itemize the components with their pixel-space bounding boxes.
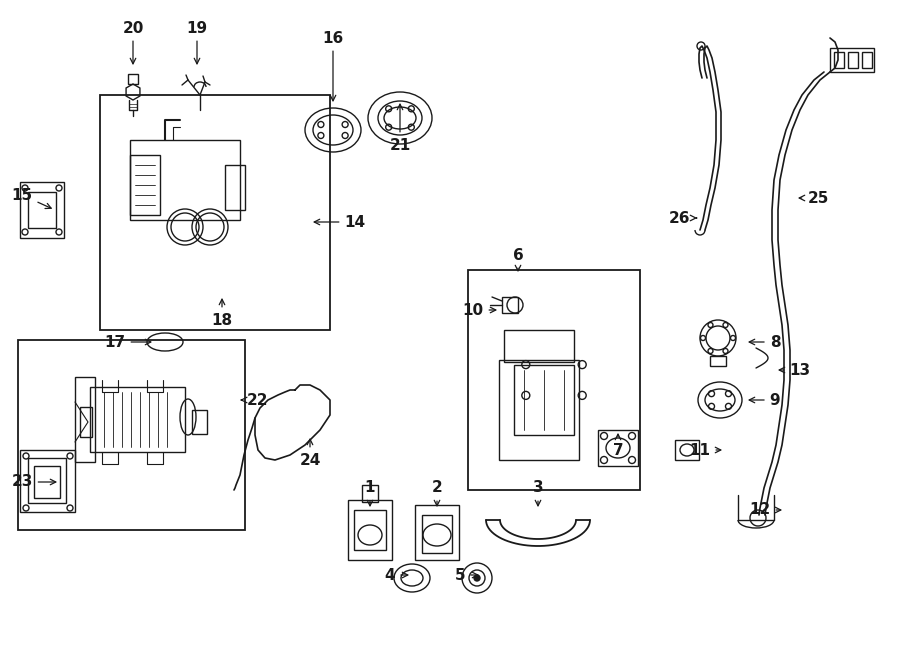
Bar — [710, 356, 726, 366]
Bar — [20, 182, 64, 238]
Bar — [675, 440, 699, 460]
Text: 24: 24 — [300, 439, 320, 467]
Bar — [415, 505, 459, 560]
Text: 12: 12 — [750, 502, 781, 518]
Text: 17: 17 — [104, 334, 151, 350]
Text: 16: 16 — [322, 30, 344, 101]
Text: 6: 6 — [513, 248, 524, 271]
Text: 8: 8 — [749, 334, 780, 350]
Text: 1: 1 — [364, 481, 375, 506]
Bar — [225, 165, 245, 210]
Bar — [422, 515, 452, 553]
Text: 13: 13 — [779, 363, 811, 377]
Bar — [20, 450, 75, 512]
Bar — [28, 192, 56, 228]
Text: 23: 23 — [12, 475, 56, 489]
Text: 15: 15 — [12, 187, 51, 209]
Circle shape — [474, 575, 480, 581]
Bar — [504, 330, 574, 362]
Bar — [848, 52, 858, 68]
Bar — [830, 48, 874, 72]
Text: 26: 26 — [670, 211, 697, 226]
Bar — [75, 377, 95, 462]
Bar — [598, 430, 638, 466]
Text: 21: 21 — [390, 104, 410, 152]
Bar — [514, 365, 574, 435]
Bar — [128, 74, 138, 84]
Text: 5: 5 — [454, 567, 478, 583]
Bar — [192, 410, 207, 434]
Bar — [502, 297, 518, 313]
Text: 22: 22 — [241, 393, 269, 408]
Bar — [362, 485, 378, 502]
Text: 2: 2 — [432, 481, 443, 506]
Bar — [34, 466, 60, 498]
Text: 10: 10 — [463, 303, 496, 318]
Text: 18: 18 — [212, 299, 232, 328]
Bar — [862, 52, 872, 68]
Text: 19: 19 — [186, 21, 208, 64]
Bar — [348, 500, 392, 560]
Text: 20: 20 — [122, 21, 144, 64]
Bar — [18, 340, 245, 530]
Text: 25: 25 — [799, 191, 829, 205]
Bar — [834, 52, 844, 68]
Bar — [90, 387, 185, 452]
Bar — [354, 510, 386, 550]
Bar — [28, 458, 66, 503]
Bar — [468, 270, 640, 490]
Bar — [499, 360, 579, 460]
Bar — [100, 95, 330, 330]
Text: 9: 9 — [749, 393, 780, 408]
Text: 11: 11 — [689, 442, 721, 457]
Bar — [130, 155, 160, 215]
Text: 4: 4 — [384, 567, 408, 583]
Text: 14: 14 — [314, 214, 365, 230]
Bar — [80, 407, 92, 437]
Bar — [130, 140, 240, 220]
Text: 3: 3 — [533, 481, 544, 506]
Text: 7: 7 — [613, 434, 624, 457]
